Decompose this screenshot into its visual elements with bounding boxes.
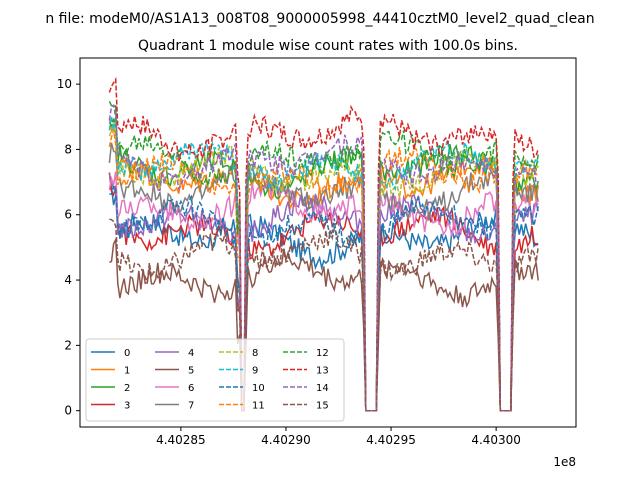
x-tick-label: 4.40295: [366, 433, 416, 447]
y-tick-label: 6: [64, 208, 72, 222]
legend-box: [85, 338, 345, 422]
legend-label: 3: [124, 401, 130, 412]
legend-label: 1: [124, 366, 130, 377]
legend-label: 7: [188, 401, 194, 412]
legend-label: 15: [316, 401, 329, 412]
series-line-10: [109, 185, 539, 412]
series-line-11: [108, 129, 539, 412]
x-axis: 4.40285 4.40290 4.40295 4.40300: [156, 427, 521, 447]
plot-frame: [79, 57, 577, 428]
legend-label: 12: [316, 348, 329, 359]
legend-label: 11: [252, 401, 265, 412]
legend-label: 14: [316, 383, 329, 394]
legend-label: 6: [188, 383, 194, 394]
series-line-15: [109, 218, 539, 412]
series-layer: [108, 76, 539, 412]
x-offset-label: 1e8: [553, 455, 576, 469]
legend-label: 8: [252, 348, 258, 359]
series-line-14: [108, 104, 539, 412]
series-line-7: [108, 142, 539, 412]
y-tick-label: 0: [64, 404, 72, 418]
legend-label: 0: [124, 348, 130, 359]
series-line-9: [108, 116, 539, 412]
legend-label: 9: [252, 366, 258, 377]
x-tick-label: 4.40290: [261, 433, 311, 447]
figure-suptitle: n file: modeM0/AS1A13_008T08_9000005998_…: [45, 11, 594, 27]
y-tick-label: 4: [64, 273, 72, 287]
y-axis: 0 2 4 6 8 10: [57, 77, 80, 418]
legend-label: 13: [316, 366, 329, 377]
x-tick-label: 4.40285: [156, 433, 206, 447]
chart-title: Quadrant 1 module wise count rates with …: [138, 38, 518, 54]
legend-label: 5: [188, 366, 194, 377]
series-line-4: [108, 173, 539, 412]
legend-label: 10: [252, 383, 265, 394]
series-line-5: [109, 236, 539, 412]
y-tick-label: 2: [64, 338, 72, 352]
series-line-12: [108, 117, 539, 412]
y-tick-label: 10: [57, 77, 72, 91]
x-tick-label: 4.40300: [471, 433, 521, 447]
legend-label: 4: [188, 348, 194, 359]
y-tick-label: 8: [64, 142, 72, 156]
series-line-6: [108, 171, 539, 412]
legend-label: 2: [124, 383, 130, 394]
series-line-13: [108, 76, 539, 412]
